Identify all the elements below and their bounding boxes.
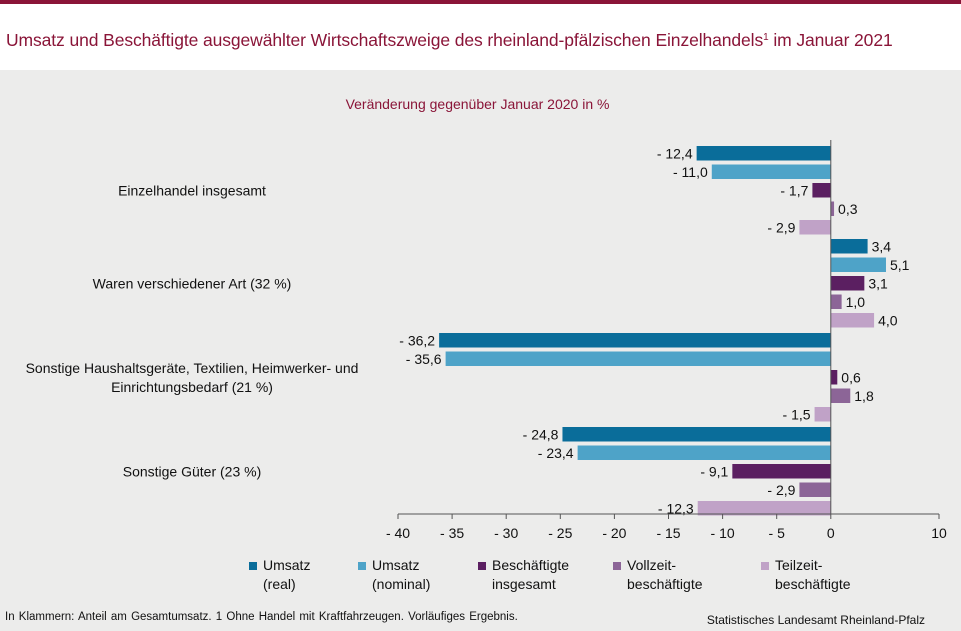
bar-5-2	[830, 313, 875, 328]
x-tick-label-1: - 40	[386, 525, 410, 541]
data-label-1-2: 3,4	[872, 238, 892, 254]
data-label-2-3: - 35,6	[406, 351, 442, 367]
category-label-3-line-1: Sonstige Haushaltsgeräte, Textilien, Hei…	[26, 360, 359, 376]
legend-swatch-3	[478, 562, 486, 570]
x-tick-label-7: - 10	[711, 525, 735, 541]
x-tick-label-2: - 35	[440, 525, 464, 541]
bar-1-4	[562, 427, 831, 442]
data-label-5-1: - 2,9	[767, 219, 795, 235]
x-tick-label-5: - 20	[602, 525, 626, 541]
data-label-5-2: 4,0	[878, 312, 898, 328]
legend-swatch-4	[613, 562, 621, 570]
data-label-5-3: - 1,5	[783, 406, 811, 422]
legend-label-1: Umsatz (real)	[263, 556, 310, 594]
x-tick-label-3: - 30	[494, 525, 518, 541]
chart-title-text: Umsatz und Beschäftigte ausgewählter Wir…	[6, 30, 764, 50]
data-label-4-2: 1,0	[846, 294, 866, 310]
x-tick-label-10: 10	[931, 525, 947, 541]
data-label-2-1: - 11,0	[673, 164, 708, 180]
data-label-3-3: 0,6	[841, 369, 861, 385]
legend-label-1-line-2: (real)	[263, 576, 296, 592]
data-label-3-2: 3,1	[868, 275, 888, 291]
category-label-4: Sonstige Güter (23 %)	[123, 463, 262, 479]
bar-3-2	[830, 276, 865, 291]
chart-title: Umsatz und Beschäftigte ausgewählter Wir…	[6, 30, 893, 51]
bar-3-3	[830, 370, 838, 385]
chart-legend: Umsatz (real) Umsatz (nominal) Beschäftigte i…	[0, 556, 961, 596]
legend-swatch-5	[761, 562, 769, 570]
bar-2-4	[577, 445, 831, 460]
legend-label-2: Umsatz (nominal)	[372, 556, 430, 594]
legend-label-4-line-1: Vollzeit-	[627, 557, 677, 573]
legend-label-4: Vollzeit-beschäftigte	[627, 556, 703, 594]
bar-4-3	[830, 388, 851, 403]
source-credit: Statistisches Landesamt Rheinland-Pfalz	[706, 613, 925, 627]
bar-2-2	[830, 257, 886, 272]
title-footnote-marker: 1	[763, 32, 769, 43]
x-tick-label-8: - 5	[769, 525, 786, 541]
data-label-4-1: 0,3	[838, 201, 858, 217]
legend-label-3-line-1: Beschäftigte	[492, 557, 570, 573]
category-label-1: Einzelhandel insgesamt	[118, 182, 266, 198]
bar-2-3	[445, 351, 831, 366]
bar-3-1	[812, 183, 831, 198]
data-label-4-3: 1,8	[854, 388, 874, 404]
data-label-1-3: - 36,2	[399, 332, 435, 348]
legend-label-5-line-2: beschäftigte	[775, 576, 851, 592]
data-label-3-4: - 9,1	[700, 463, 728, 479]
bar-1-1	[696, 146, 831, 161]
bar-4-1	[830, 201, 835, 216]
legend-label-5-line-1: Teilzeit-	[775, 557, 823, 573]
legend-label-4-line-2: beschäftigte	[627, 576, 703, 592]
bar-1-2	[830, 239, 868, 254]
data-label-4-4: - 2,9	[767, 482, 795, 498]
bar-2-1	[711, 164, 831, 179]
category-label-3-line-2: Einrichtungsbedarf (21 %)	[111, 379, 273, 395]
bar-5-3	[814, 407, 831, 422]
legend-label-2-line-2: (nominal)	[372, 576, 431, 592]
chart-title-suffix: im Januar 2021	[768, 30, 893, 50]
title-box: Umsatz und Beschäftigte ausgewählter Wir…	[0, 4, 961, 70]
legend-label-3: Beschäftigte insgesamt	[492, 556, 569, 594]
bar-4-2	[830, 294, 842, 309]
bar-4-4	[799, 482, 831, 497]
data-label-1-1: - 12,4	[657, 145, 693, 161]
category-label-2: Waren verschiedener Art (32 %)	[93, 275, 292, 291]
bar-5-4	[697, 501, 831, 516]
data-label-3-1: - 1,7	[780, 182, 808, 198]
bar-3-4	[732, 464, 831, 479]
chart-subtitle: Veränderung gegenüber Januar 2020 in %	[0, 96, 961, 112]
x-tick-label-4: - 25	[548, 525, 572, 541]
bar-5-1	[799, 220, 831, 235]
data-label-5-4: - 12,3	[658, 500, 694, 516]
legend-swatch-2	[358, 562, 366, 570]
footnote: In Klammern: Anteil am Gesamtumsatz. 1 O…	[5, 611, 518, 623]
chart-subtitle-text: Veränderung gegenüber Januar 2020 in %	[345, 96, 610, 112]
data-label-1-4: - 24,8	[523, 426, 559, 442]
legend-label-5: Teilzeit-beschäftigte	[775, 556, 851, 594]
legend-label-3-line-2: insgesamt	[492, 576, 556, 592]
top-accent-bar	[0, 0, 961, 4]
data-label-2-2: 5,1	[890, 257, 910, 273]
legend-label-1-line-1: Umsatz	[263, 557, 311, 573]
data-label-2-4: - 23,4	[538, 445, 574, 461]
x-tick-label-9: 0	[827, 525, 835, 541]
bar-chart: - 12,4 3,4 - 36,2 - 24,8 - 11,0 5,1 - 35,6 - 23…	[26, 140, 947, 541]
x-tick-label-6: - 15	[656, 525, 680, 541]
legend-label-2-line-1: Umsatz	[372, 557, 420, 573]
legend-swatch-1	[249, 562, 257, 570]
bar-1-3	[439, 333, 831, 348]
